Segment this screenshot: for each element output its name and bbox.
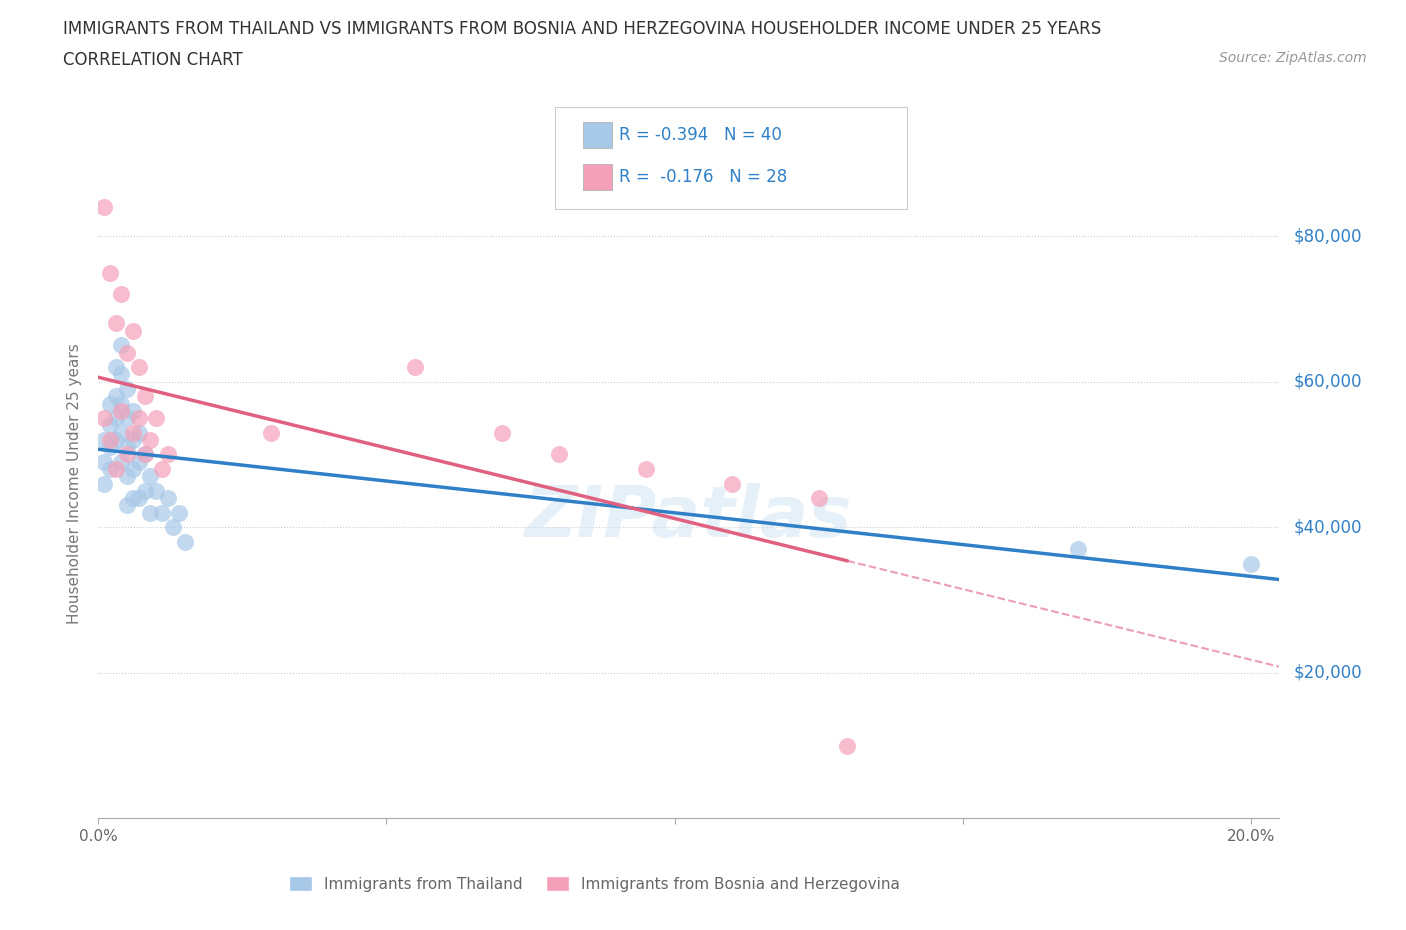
- Point: [115, 440, 138, 455]
- Point: [115, 411, 138, 426]
- Point: [110, 287, 132, 302]
- Point: [98, 265, 121, 280]
- Point: [98, 461, 121, 476]
- Legend: Immigrants from Thailand, Immigrants from Bosnia and Herzegovina: Immigrants from Thailand, Immigrants fro…: [283, 870, 905, 897]
- Point: [548, 447, 571, 462]
- Point: [150, 505, 173, 520]
- Text: IMMIGRANTS FROM THAILAND VS IMMIGRANTS FROM BOSNIA AND HERZEGOVINA HOUSEHOLDER I: IMMIGRANTS FROM THAILAND VS IMMIGRANTS F…: [63, 20, 1101, 38]
- Point: [110, 338, 132, 352]
- Point: [167, 505, 190, 520]
- Point: [162, 520, 184, 535]
- Point: [104, 432, 127, 447]
- Point: [104, 411, 127, 426]
- Y-axis label: Householder Income Under 25 years: Householder Income Under 25 years: [67, 343, 83, 624]
- Point: [115, 498, 138, 512]
- Point: [634, 461, 657, 476]
- Point: [173, 535, 195, 550]
- Point: [134, 447, 156, 462]
- Text: Source: ZipAtlas.com: Source: ZipAtlas.com: [1219, 51, 1367, 65]
- Point: [491, 425, 513, 440]
- Point: [93, 455, 115, 470]
- Point: [93, 411, 115, 426]
- Text: $40,000: $40,000: [1294, 518, 1362, 537]
- Text: R =  -0.176   N = 28: R = -0.176 N = 28: [619, 167, 787, 186]
- Point: [145, 484, 167, 498]
- Point: [145, 411, 167, 426]
- Point: [122, 324, 145, 339]
- Text: R = -0.394   N = 40: R = -0.394 N = 40: [619, 126, 782, 144]
- Point: [139, 469, 162, 484]
- Text: CORRELATION CHART: CORRELATION CHART: [63, 51, 243, 69]
- Point: [150, 461, 173, 476]
- Point: [93, 200, 115, 215]
- Point: [134, 389, 156, 404]
- Point: [260, 425, 283, 440]
- Point: [1067, 541, 1090, 556]
- Point: [104, 389, 127, 404]
- Point: [156, 491, 179, 506]
- Text: $60,000: $60,000: [1294, 373, 1362, 391]
- Point: [156, 447, 179, 462]
- Point: [110, 404, 132, 418]
- Point: [93, 432, 115, 447]
- Point: [404, 360, 426, 375]
- Point: [134, 447, 156, 462]
- Point: [139, 505, 162, 520]
- Point: [98, 418, 121, 432]
- Point: [110, 367, 132, 382]
- Point: [104, 360, 127, 375]
- Point: [1240, 556, 1263, 571]
- Point: [122, 432, 145, 447]
- Point: [128, 425, 150, 440]
- Point: [134, 484, 156, 498]
- Text: $20,000: $20,000: [1294, 664, 1362, 682]
- Text: ZIPatlas: ZIPatlas: [526, 483, 852, 551]
- Point: [110, 425, 132, 440]
- Point: [98, 440, 121, 455]
- Point: [122, 461, 145, 476]
- Point: [93, 476, 115, 491]
- Point: [122, 425, 145, 440]
- Point: [98, 432, 121, 447]
- Point: [122, 491, 145, 506]
- Point: [110, 396, 132, 411]
- Point: [128, 360, 150, 375]
- Point: [115, 345, 138, 360]
- Point: [128, 411, 150, 426]
- Text: $80,000: $80,000: [1294, 227, 1362, 246]
- Point: [807, 491, 830, 506]
- Point: [115, 447, 138, 462]
- Point: [128, 455, 150, 470]
- Point: [98, 396, 121, 411]
- Point: [122, 404, 145, 418]
- Point: [110, 455, 132, 470]
- Point: [139, 432, 162, 447]
- Point: [104, 461, 127, 476]
- Point: [115, 381, 138, 396]
- Point: [115, 469, 138, 484]
- Point: [837, 738, 859, 753]
- Point: [128, 491, 150, 506]
- Point: [104, 316, 127, 331]
- Point: [721, 476, 744, 491]
